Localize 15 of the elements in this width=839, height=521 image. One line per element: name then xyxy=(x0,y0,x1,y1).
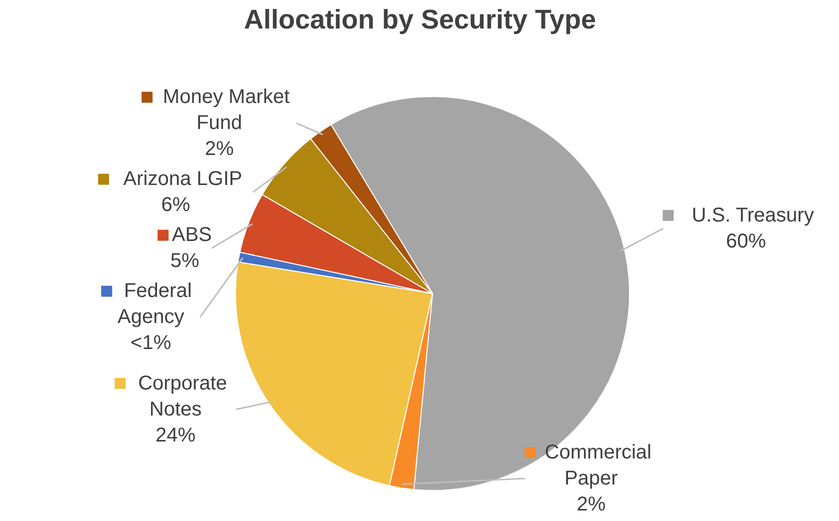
data-label: 6% xyxy=(161,194,190,216)
legend-label: Corporate Notes xyxy=(138,372,227,420)
data-label: <1% xyxy=(130,332,172,354)
legend-label: Commercial Paper xyxy=(544,442,652,490)
legend-label: U.S. Treasury xyxy=(692,204,814,226)
data-label: 5% xyxy=(170,250,200,272)
legend-label: Arizona LGIP xyxy=(123,168,242,190)
legend-label: ABS xyxy=(172,224,212,246)
chart-title: Allocation by Security Type xyxy=(244,4,596,34)
legend-label: Money Market Fund xyxy=(162,86,290,134)
data-label: 60% xyxy=(726,230,766,252)
legend-label: Federal Agency xyxy=(118,280,192,328)
data-label: 2% xyxy=(576,494,606,516)
data-label: 24% xyxy=(156,424,196,446)
data-label: 2% xyxy=(204,138,234,160)
